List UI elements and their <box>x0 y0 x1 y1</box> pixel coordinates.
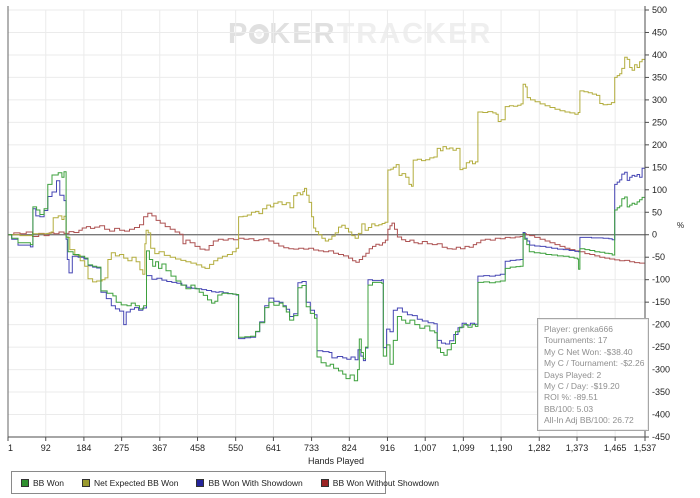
legend-item-label: Net Expected BB Won <box>94 477 179 488</box>
y-axis-tick-label: 350 <box>652 72 667 82</box>
x-axis-tick-label: 824 <box>342 443 357 453</box>
legend-item-label: BB Won With Showdown <box>208 477 303 488</box>
y-axis-tick-label: -450 <box>652 432 670 442</box>
stats-line: My C / Tournament: -$2.26 <box>544 358 645 369</box>
legend-item-bb-won: BB Won <box>21 478 64 488</box>
stats-line: Tournaments: 17 <box>544 335 608 346</box>
legend-item-bb-won-with-showdown: BB Won With Showdown <box>196 477 303 488</box>
y-axis-tick-label: 0 <box>652 230 657 240</box>
y-axis-tick-label: -350 <box>652 387 670 397</box>
stats-line: ROI %: -89.51 <box>544 392 598 403</box>
x-axis-tick-label: 1,465 <box>604 443 627 453</box>
stats-line: My C / Day: -$19.20 <box>544 381 620 392</box>
x-axis-tick-label: 1 <box>8 443 13 453</box>
y-axis-tick-label: -250 <box>652 342 670 352</box>
x-axis-tick-label: 550 <box>228 443 243 453</box>
watermark-letter-p: P <box>228 18 250 50</box>
watermark-poker-text: P KER <box>228 18 337 50</box>
y-axis-tick-label: 200 <box>652 140 667 150</box>
y-axis-tick-label: 150 <box>652 162 667 172</box>
y-axis-tick-label: -150 <box>652 297 670 307</box>
legend-item-label: BB Won <box>33 477 65 488</box>
pokertracker-watermark: P KERTRACKER <box>228 18 492 51</box>
x-axis-tick-label: 92 <box>41 443 51 453</box>
x-axis-tick-label: 1,537 <box>634 443 657 453</box>
x-axis-tick-label: 458 <box>190 443 205 453</box>
stats-line: Days Played: 2 <box>544 369 602 380</box>
stats-line: All-In Adj BB/100: 26.72 <box>544 415 634 426</box>
x-axis-tick-label: 1,190 <box>490 443 513 453</box>
y-axis-tick-label: 100 <box>652 185 667 195</box>
y-axis-tick-label: 250 <box>652 117 667 127</box>
y-axis-tick-label: 400 <box>652 50 667 60</box>
series-line-net-expected-bb-won <box>8 56 646 283</box>
y-axis-tick-label: -100 <box>652 275 670 285</box>
legend-item-label: BB Won Without Showdown <box>332 477 439 488</box>
y-axis-tick-label: 300 <box>652 95 667 105</box>
watermark-letters-ker: KER <box>269 18 337 50</box>
legend-swatch-icon <box>320 478 329 487</box>
poker-chip-icon <box>249 24 270 44</box>
session-stats-box: Player: grenka666 Tournaments: 17 My C Net… <box>537 318 649 431</box>
legend-swatch-icon <box>21 478 29 487</box>
x-axis-tick-label: 367 <box>152 443 167 453</box>
y-axis-tick-label: -50 <box>652 252 665 262</box>
y-axis-tick-label: 50 <box>652 207 662 217</box>
y-axis-tick-label: 450 <box>652 27 667 37</box>
stats-line: My C Net Won: -$38.40 <box>544 346 633 357</box>
x-axis-tick-label: 184 <box>76 443 91 453</box>
y-axis-tick-label: 500 <box>652 5 667 15</box>
x-axis-tick-label: 1,373 <box>566 443 589 453</box>
stats-line: BB/100: 5.03 <box>544 403 594 414</box>
watermark-tracker-text: TRACKER <box>336 18 493 50</box>
series-line-bb-won <box>8 171 646 382</box>
x-axis-tick-label: 1,099 <box>452 443 475 453</box>
legend-item-bb-won-without-showdown: BB Won Without Showdown <box>320 477 439 488</box>
y-axis-tick-label: -400 <box>652 410 670 420</box>
x-axis-tick-label: 916 <box>380 443 395 453</box>
y-axis-tick-label: -200 <box>652 320 670 330</box>
x-axis-tick-label: 733 <box>304 443 319 453</box>
x-axis-tick-label: 641 <box>266 443 281 453</box>
legend-swatch-icon <box>82 478 91 487</box>
series-line-bb-won-without-showdown <box>8 212 646 264</box>
y-axis-tick-label: -300 <box>652 365 670 375</box>
series-line-bb-won-with-showdown <box>8 167 646 362</box>
x-axis-tick-label: 1,007 <box>414 443 437 453</box>
y-axis-unit-label: % <box>677 221 684 230</box>
chart-legend: BB Won Net Expected BB Won BB Won With Sho… <box>11 471 439 494</box>
legend-swatch-icon <box>196 478 205 487</box>
stats-line: Player: grenka666 <box>544 324 613 334</box>
x-axis-title: Hands Played <box>308 456 364 466</box>
legend-item-net-expected-bb-won: Net Expected BB Won <box>82 478 178 488</box>
x-axis-tick-label: 1,282 <box>528 443 551 453</box>
x-axis-tick-label: 275 <box>114 443 129 453</box>
